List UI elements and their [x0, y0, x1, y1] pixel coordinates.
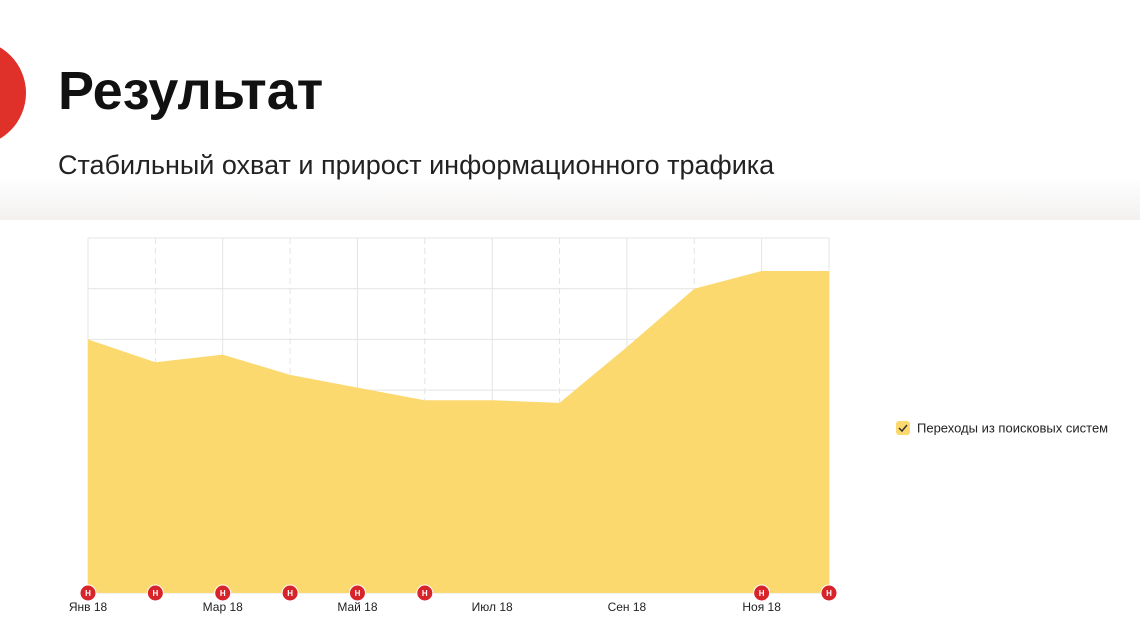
header-bg: [0, 0, 1140, 220]
note-marker: Н: [281, 584, 299, 602]
legend-label: Переходы из поисковых систем: [917, 420, 1108, 435]
x-tick-label: Сен 18: [608, 600, 647, 614]
note-label: Н: [287, 589, 293, 598]
note-circle: [214, 584, 232, 602]
note-label: Н: [85, 589, 91, 598]
note-circle: [281, 584, 299, 602]
note-label: Н: [220, 589, 226, 598]
note-marker: Н: [348, 584, 366, 602]
note-label: Н: [422, 589, 428, 598]
note-circle: [146, 584, 164, 602]
note-circle: [753, 584, 771, 602]
note-circle: [348, 584, 366, 602]
note-circle: [820, 584, 838, 602]
legend-item[interactable]: Переходы из поисковых систем: [896, 420, 1108, 435]
note-marker: Н: [146, 584, 164, 602]
note-marker: Н: [820, 584, 838, 602]
note-marker: Н: [79, 584, 97, 602]
note-circle: [79, 584, 97, 602]
note-circle: [416, 584, 434, 602]
area: [88, 270, 829, 593]
note-label: Н: [826, 589, 832, 598]
note-marker: Н: [753, 584, 771, 602]
legend-check: [898, 424, 908, 433]
title: Результат: [58, 61, 324, 121]
note-label: Н: [355, 589, 361, 598]
x-tick-label: Ноя 18: [742, 600, 781, 614]
subtitle: Стабильный охват и прирост информационно…: [58, 150, 775, 180]
legend-checkbox: [896, 421, 910, 435]
x-tick-label: Июл 18: [472, 600, 513, 614]
note-marker: Н: [416, 584, 434, 602]
x-tick-label: Май 18: [337, 600, 378, 614]
x-tick-label: Мар 18: [203, 600, 243, 614]
note-label: Н: [152, 589, 158, 598]
note-marker: Н: [214, 584, 232, 602]
note-label: Н: [759, 589, 765, 598]
chart: Янв 18 Мар 18 Май 18 Июл 18 Сен 18 Ноя 18 Н Н Н Н…: [69, 237, 1108, 614]
x-tick-label: Янв 18: [69, 600, 108, 614]
